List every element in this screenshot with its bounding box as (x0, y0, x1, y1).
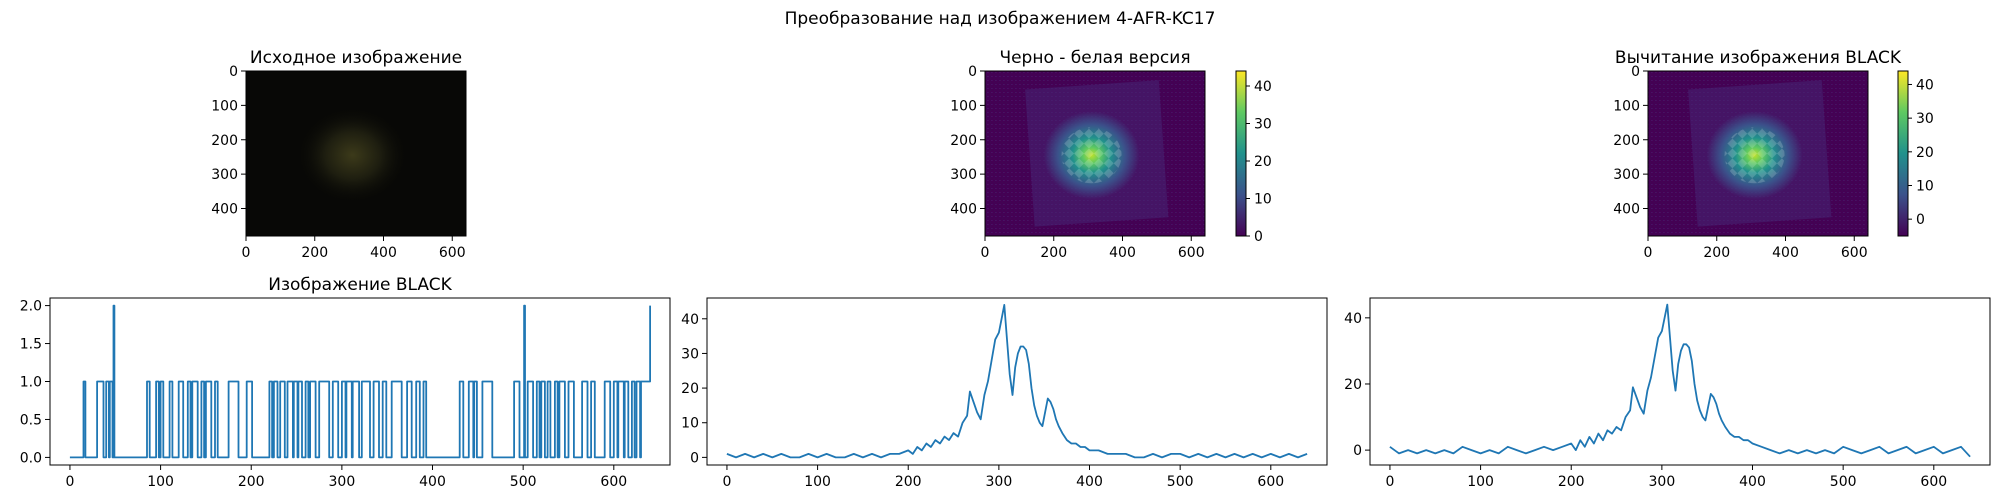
colorbar-gradient (1235, 70, 1247, 237)
colorbar-tick-label: 40 (1916, 77, 1934, 93)
x-tick-label: 100 (147, 474, 174, 490)
x-tick-label: 600 (1920, 474, 1947, 490)
y-tick-label: 30 (681, 346, 699, 362)
x-tick-label: 300 (986, 474, 1013, 490)
colorbar-tick-label: 0 (1916, 212, 1925, 228)
colorbar-gradient (1897, 70, 1909, 237)
y-tick-label: 40 (1344, 311, 1362, 327)
x-tick-label: 100 (1467, 474, 1494, 490)
ax-gray-profile: 0 100 200 300 400 500 600 0 10 20 30 40 (681, 297, 1328, 490)
y-tick-label: 200 (950, 133, 977, 149)
x-tick-label: 300 (1649, 474, 1676, 490)
x-tick-label: 600 (1257, 474, 1284, 490)
y-tick-label: 300 (950, 167, 977, 183)
x-tick-label: 0 (1385, 474, 1394, 490)
x-tick-label: 400 (419, 474, 446, 490)
y-tick-label: 0 (1631, 64, 1640, 80)
x-tick-label: 600 (600, 474, 627, 490)
ax-grayscale: 0 200 400 600 0 100 200 300 400 0 10 20 30 40 Черно - … (950, 48, 1272, 261)
plot-frame (706, 297, 1328, 466)
y-tick-label: 100 (950, 98, 977, 114)
x-tick-label: 200 (1558, 474, 1585, 490)
y-tick-label: 1.0 (20, 375, 42, 391)
y-tick-label: 0 (690, 450, 699, 466)
y-tick-label: 2.0 (20, 299, 42, 315)
x-tick-label: 600 (439, 245, 466, 261)
ax-subtracted: 0 200 400 600 0 100 200 300 400 0 10 20 30 40 Вычитани… (1613, 48, 1934, 261)
x-tick-label: 600 (1841, 245, 1868, 261)
subplot-title: Изображение BLACK (268, 275, 452, 295)
y-tick-label: 400 (1613, 202, 1640, 218)
colorbar-tick-label: 40 (1254, 79, 1272, 95)
ax-original: 0 200 400 600 0 100 200 300 400 Исходное изображе… (211, 48, 467, 261)
ax-sub-profile: 0 100 200 300 400 500 600 0 20 40 (1344, 297, 1991, 490)
colorbar-tick-label: 0 (1254, 229, 1263, 245)
y-tick-label: 100 (1613, 98, 1640, 114)
x-tick-label: 0 (981, 245, 990, 261)
x-tick-label: 200 (301, 245, 328, 261)
y-tick-label: 200 (1613, 133, 1640, 149)
image-pattern (1724, 127, 1785, 184)
x-tick-label: 200 (1040, 245, 1067, 261)
x-tick-label: 0 (1644, 245, 1653, 261)
y-tick-label: 300 (1613, 167, 1640, 183)
image-frame (245, 70, 467, 237)
y-tick-label: 20 (1344, 377, 1362, 393)
y-tick-label: 400 (950, 202, 977, 218)
y-tick-label: 0 (229, 64, 238, 80)
y-tick-label: 10 (681, 416, 699, 432)
x-tick-label: 200 (238, 474, 265, 490)
plot-frame (1369, 297, 1991, 466)
y-tick-label: 100 (211, 98, 238, 114)
y-tick-label: 400 (211, 202, 238, 218)
y-tick-label: 0.0 (20, 450, 42, 466)
x-tick-label: 0 (65, 474, 74, 490)
series-line (726, 304, 1308, 459)
image-frame (1647, 70, 1869, 237)
x-tick-label: 0 (242, 245, 251, 261)
y-tick-label: 40 (681, 312, 699, 328)
x-tick-label: 300 (329, 474, 356, 490)
y-tick-label: 200 (211, 133, 238, 149)
subplot-title: Исходное изображение (250, 48, 462, 68)
colorbar-tick-label: 20 (1916, 145, 1934, 161)
figure-suptitle: Преобразование над изображением 4-AFR-KC… (785, 9, 1216, 29)
ax-black: 0 100 200 300 400 500 600 0.0 0.5 1.0 1.5 2.0 Изобра… (20, 275, 671, 490)
x-tick-label: 500 (1830, 474, 1857, 490)
x-tick-label: 200 (1703, 245, 1730, 261)
x-tick-label: 400 (1109, 245, 1136, 261)
x-tick-label: 200 (895, 474, 922, 490)
x-tick-label: 100 (804, 474, 831, 490)
image-pattern (1061, 127, 1122, 184)
y-tick-label: 0 (1353, 443, 1362, 459)
y-tick-label: 0 (968, 64, 977, 80)
x-tick-label: 500 (510, 474, 537, 490)
subplot-title: Вычитание изображения BLACK (1615, 48, 1902, 68)
y-tick-label: 20 (681, 381, 699, 397)
x-tick-label: 0 (722, 474, 731, 490)
y-tick-label: 300 (211, 167, 238, 183)
colorbar-tick-label: 10 (1916, 178, 1934, 194)
colorbar-tick-label: 30 (1254, 117, 1272, 133)
colorbar-tick-label: 10 (1254, 192, 1272, 208)
colorbar: 0 10 20 30 40 (1235, 70, 1272, 245)
series-line (69, 304, 651, 459)
image-spot (297, 107, 408, 204)
x-tick-label: 400 (1772, 245, 1799, 261)
series-line (1389, 303, 1971, 458)
y-tick-label: 0.5 (20, 412, 42, 428)
x-tick-label: 600 (1178, 245, 1205, 261)
image-frame (984, 70, 1206, 237)
colorbar-tick-label: 30 (1916, 111, 1934, 127)
colorbar: 0 10 20 30 40 (1897, 70, 1934, 237)
x-tick-label: 400 (1076, 474, 1103, 490)
x-tick-label: 400 (1739, 474, 1766, 490)
x-tick-label: 400 (370, 245, 397, 261)
subplot-title: Черно - белая версия (999, 48, 1190, 68)
colorbar-tick-label: 20 (1254, 154, 1272, 170)
x-tick-label: 500 (1167, 474, 1194, 490)
y-tick-label: 1.5 (20, 337, 42, 353)
